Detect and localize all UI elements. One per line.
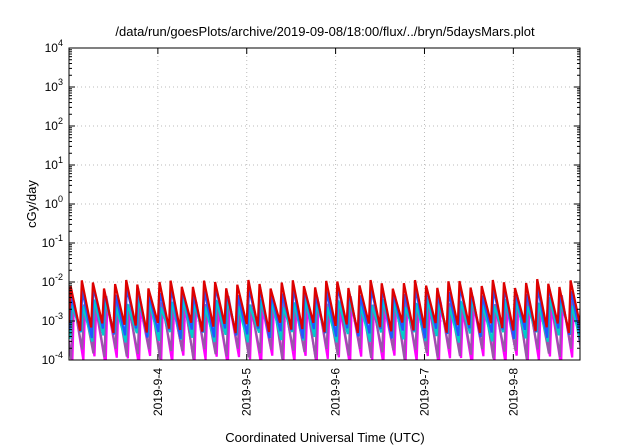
x-axis-label: Coordinated Universal Time (UTC)	[225, 430, 424, 445]
y-tick-label: 101	[45, 155, 63, 172]
y-tick-label: 100	[45, 194, 63, 211]
series-group	[69, 278, 580, 360]
series-line	[69, 278, 580, 334]
chart-title: /data/run/goesPlots/archive/2019-09-08/1…	[115, 24, 535, 39]
y-tick-label: 10-3	[42, 311, 63, 328]
y-tick-label: 10-1	[42, 233, 63, 250]
x-tick-label: 2019-9-5	[240, 368, 254, 416]
y-tick-label: 103	[45, 77, 63, 94]
y-tick-label: 10-2	[42, 272, 63, 289]
y-tick-label: 102	[45, 116, 63, 133]
x-tick-label: 2019-9-7	[417, 368, 431, 416]
y-tick-label: 104	[45, 38, 63, 55]
x-tick-label: 2019-9-8	[506, 368, 520, 416]
y-axis-label: cGy/day	[24, 180, 39, 228]
y-tick-label: 10-4	[42, 350, 63, 367]
x-tick-label: 2019-9-4	[151, 368, 165, 416]
y-axis: 10-4 10-3 10-2 10-1 100 101 102 103 104	[42, 38, 580, 367]
x-tick-label: 2019-9-6	[329, 368, 343, 416]
x-axis: 2019-9-4 2019-9-5 2019-9-6 2019-9-7 2019-9-8	[151, 48, 520, 416]
